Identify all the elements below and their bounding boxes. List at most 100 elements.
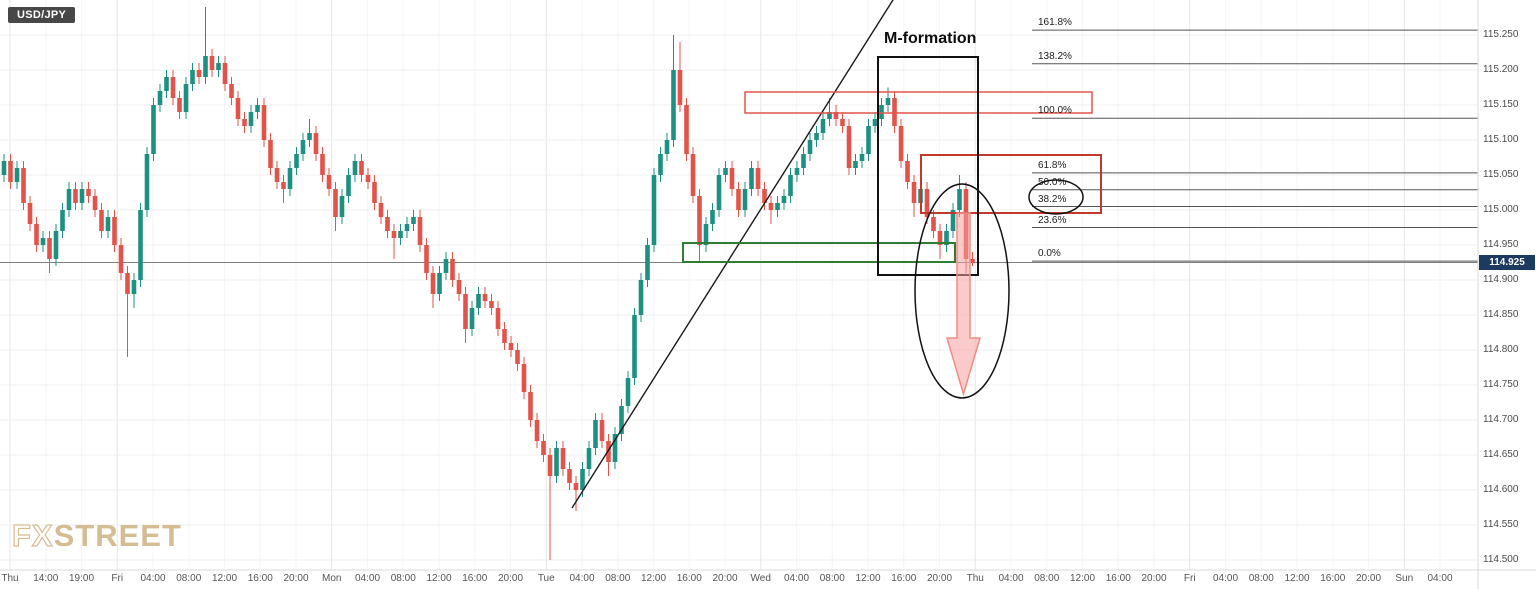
candle-body xyxy=(645,245,650,280)
candle-body xyxy=(255,105,260,112)
candle-body xyxy=(242,119,247,126)
candle-body xyxy=(755,168,761,189)
time-axis-label: 12:00 xyxy=(855,573,881,584)
candle-body xyxy=(125,273,130,294)
time-axis-label: 12:00 xyxy=(211,573,238,584)
candle-body xyxy=(619,406,624,434)
time-axis-label: 04:00 xyxy=(569,573,595,584)
candle-body xyxy=(177,98,182,112)
time-axis-label: 12:00 xyxy=(426,573,452,584)
candle-body xyxy=(853,161,858,168)
candle-body xyxy=(684,105,689,154)
time-axis-label: 08:00 xyxy=(1034,573,1060,584)
candle-body xyxy=(196,70,202,77)
candle-body xyxy=(229,84,234,98)
price-axis-label: 114.600 xyxy=(1483,484,1519,495)
price-axis-label: 114.700 xyxy=(1483,414,1519,425)
time-axis-label: 20:00 xyxy=(497,573,524,584)
resistance-zone-box[interactable] xyxy=(744,91,1093,114)
candle-body xyxy=(144,154,150,210)
time-axis-label: Wed xyxy=(750,573,771,584)
candle-body xyxy=(476,294,481,308)
candle-body xyxy=(60,210,65,231)
fib-highlight-ellipse[interactable] xyxy=(1028,179,1084,215)
time-axis-label: 16:00 xyxy=(247,573,273,584)
m-formation-box[interactable] xyxy=(877,56,979,276)
candle-body xyxy=(346,175,351,196)
candle-body xyxy=(417,217,423,245)
support-zone-box[interactable] xyxy=(682,242,956,263)
candle-body xyxy=(736,189,741,210)
candle-body xyxy=(716,175,722,210)
candle-body xyxy=(131,280,137,294)
fib-level-label: 23.6% xyxy=(1038,214,1067,226)
candle-body xyxy=(281,182,286,189)
candle-body xyxy=(723,168,728,175)
candle-body xyxy=(365,175,371,182)
price-axis-label: 114.800 xyxy=(1483,344,1519,355)
fxstreet-logo-fx: FX xyxy=(11,517,54,553)
candle-body xyxy=(287,168,293,189)
candle-body xyxy=(625,378,631,406)
fib-retrace-box[interactable] xyxy=(920,154,1102,214)
candle-body xyxy=(326,175,332,189)
candle-body xyxy=(931,217,936,231)
candle-body xyxy=(911,182,917,203)
candle-body xyxy=(703,224,709,245)
candle-body xyxy=(34,224,39,245)
trendline[interactable] xyxy=(571,0,898,509)
candle-body xyxy=(157,91,163,105)
candle-body xyxy=(658,154,663,175)
candle-body xyxy=(300,140,306,154)
fib-level-label: 0.0% xyxy=(1038,248,1061,260)
candle-body xyxy=(781,196,787,203)
price-axis-label: 114.550 xyxy=(1483,519,1519,530)
fib-level-label: 161.8% xyxy=(1038,17,1072,29)
candle-body xyxy=(560,448,566,469)
candle-body xyxy=(469,308,475,329)
projection-ellipse[interactable] xyxy=(914,183,1010,399)
down-arrow[interactable] xyxy=(945,212,982,397)
candle-body xyxy=(762,189,767,203)
candle-body xyxy=(112,217,117,245)
candle-body xyxy=(690,154,696,196)
candle-body xyxy=(970,259,975,263)
candle-body xyxy=(40,238,46,245)
candle-body xyxy=(47,238,52,259)
candle-body xyxy=(528,392,533,420)
candle-body xyxy=(944,231,949,245)
price-axis-label: 115.050 xyxy=(1483,169,1519,180)
time-axis-label: Mon xyxy=(322,573,342,584)
candle-body xyxy=(859,154,865,161)
candle-body xyxy=(508,343,514,350)
candle-body xyxy=(567,469,572,483)
candle-body xyxy=(801,154,806,168)
time-axis-label: 20:00 xyxy=(283,573,309,584)
candle-body xyxy=(541,441,546,455)
candle-body xyxy=(866,126,871,154)
time-axis-label: 04:00 xyxy=(998,573,1024,584)
candle-body xyxy=(749,168,754,189)
time-axis-label: Thu xyxy=(1,573,19,584)
price-axis-label: 115.100 xyxy=(1483,134,1519,145)
price-axis-label: 115.200 xyxy=(1483,64,1519,75)
price-axis-label: 114.900 xyxy=(1483,274,1519,285)
price-axis-label: 114.850 xyxy=(1483,309,1519,320)
candle-body xyxy=(807,140,813,154)
candle-body xyxy=(729,168,735,189)
candle-body xyxy=(339,196,345,217)
time-axis-label: 16:00 xyxy=(1105,573,1131,584)
candle-body xyxy=(411,217,416,224)
candle-body xyxy=(515,350,520,364)
candle-body xyxy=(898,126,904,161)
candle-body xyxy=(424,245,429,273)
fxstreet-logo: FXSTREET xyxy=(11,517,182,554)
price-axis-label: 114.500 xyxy=(1483,554,1519,565)
candle-body xyxy=(14,168,20,182)
candle-body xyxy=(937,231,943,245)
candle-body xyxy=(586,448,592,469)
candle-body xyxy=(404,224,410,231)
fib-level-label: 138.2% xyxy=(1038,50,1072,62)
